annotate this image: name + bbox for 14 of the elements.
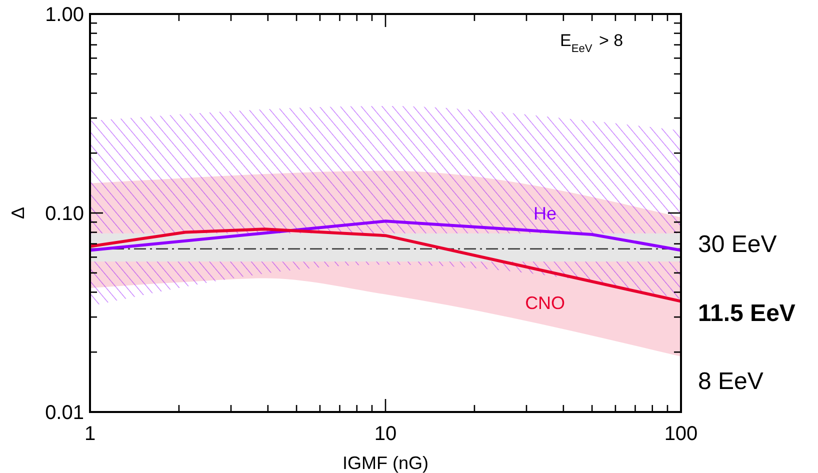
y-tick-label: 0.01 [45,402,84,424]
y-tick-label: 0.10 [45,203,84,225]
x-tick-label: 100 [664,423,698,445]
y-axis-title: Δ [8,206,28,220]
y-tick-label: 1.00 [45,4,84,26]
text: 30 EeV [698,231,777,258]
annotation: E$_{EeV}$ > 8 [560,31,624,55]
series-label: He [534,203,557,224]
x-tick-label: 10 [374,423,397,445]
series-label: CNO [525,293,566,314]
text: 8 EeV [698,368,764,395]
text: 11.5 EeV [698,300,796,327]
x-axis-title: IGMF (nG) [342,453,428,473]
x-tick-label: 1 [84,423,96,445]
